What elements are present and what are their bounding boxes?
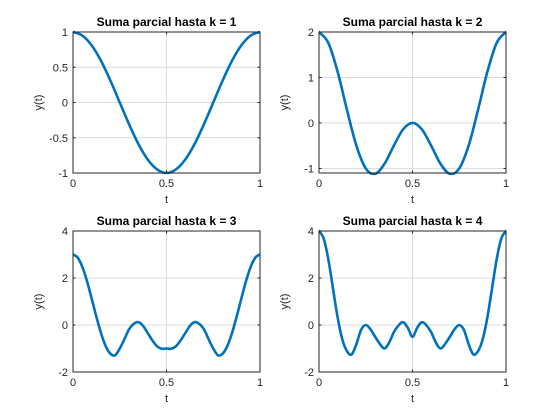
x-axis-label: t <box>411 393 414 405</box>
chart-title: Suma parcial hasta k = 2 <box>343 15 483 29</box>
x-tick-label: 0.5 <box>159 178 174 190</box>
y-axis-label: y(t) <box>33 95 45 111</box>
x-tick-label: 1 <box>257 178 263 190</box>
x-tick-label: 0 <box>316 178 322 190</box>
y-tick-label: -2 <box>58 367 68 379</box>
y-tick-label: -2 <box>304 367 314 379</box>
chart-title: Suma parcial hasta k = 4 <box>343 214 483 228</box>
x-axis-label: t <box>411 194 414 206</box>
y-tick-label: -0.5 <box>49 133 68 145</box>
x-tick-label: 0.5 <box>405 178 420 190</box>
y-tick-label: -1 <box>304 163 314 175</box>
chart-title: Suma parcial hasta k = 1 <box>97 15 237 29</box>
x-tick-label: 1 <box>257 377 263 389</box>
y-tick-label: 2 <box>308 27 314 39</box>
y-axis-label: y(t) <box>33 294 45 310</box>
y-axis-label: y(t) <box>279 294 291 310</box>
y-tick-label: 0 <box>62 320 68 332</box>
x-tick-label: 0 <box>70 178 76 190</box>
x-axis-label: t <box>165 194 168 206</box>
y-tick-label: 4 <box>308 226 314 238</box>
y-tick-label: 1 <box>308 72 314 84</box>
series-line <box>319 30 506 175</box>
y-tick-label: 4 <box>62 226 68 238</box>
x-axis-label: t <box>165 393 168 405</box>
chart-title: Suma parcial hasta k = 3 <box>97 214 237 228</box>
x-tick-label: 0.5 <box>405 377 420 389</box>
y-tick-label: 1 <box>62 27 68 39</box>
x-tick-label: 0.5 <box>159 377 174 389</box>
y-tick-label: 0 <box>308 118 314 130</box>
x-tick-label: 1 <box>503 178 509 190</box>
y-tick-label: 2 <box>62 273 68 285</box>
y-tick-label: 0.5 <box>53 62 68 74</box>
y-axis-label: y(t) <box>279 95 291 111</box>
y-tick-label: 0 <box>308 320 314 332</box>
y-tick-label: 2 <box>308 273 314 285</box>
y-tick-label: 0 <box>62 98 68 110</box>
x-tick-label: 0 <box>70 377 76 389</box>
series-line <box>319 229 506 357</box>
x-tick-label: 1 <box>503 377 509 389</box>
x-tick-label: 0 <box>316 377 322 389</box>
subplot-1: 0 0.5 1 -1 -0.5 0 0.5 1 Suma parcial hasta k = 1… <box>33 15 263 206</box>
series-line <box>73 253 260 357</box>
y-tick-label: -1 <box>58 168 68 180</box>
